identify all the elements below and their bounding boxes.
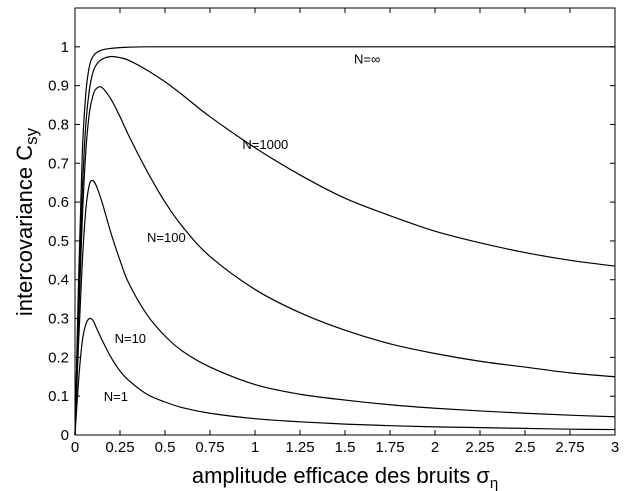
y-tick-label: 0.1 xyxy=(48,388,69,405)
y-tick-label: 1 xyxy=(61,39,69,56)
x-axis-label-subscript: η xyxy=(490,475,498,491)
x-tick-label: 0 xyxy=(71,439,79,456)
x-tick-label: 3 xyxy=(611,439,619,456)
y-tick-label: 0.5 xyxy=(48,233,69,250)
y-tick-label: 0.7 xyxy=(48,155,69,172)
series-line xyxy=(74,55,616,436)
series-label: N=∞ xyxy=(354,51,380,66)
x-tick-label: 1 xyxy=(251,439,259,456)
x-tick-label: 1.5 xyxy=(335,439,356,456)
x-tick-label: 2.25 xyxy=(465,439,494,456)
x-tick-label: 1.25 xyxy=(285,439,314,456)
y-tick-label: 0.6 xyxy=(48,194,69,211)
series-label: N=1 xyxy=(104,389,128,404)
x-tick-label: 0.25 xyxy=(105,439,134,456)
series-label: N=10 xyxy=(115,331,146,346)
y-axis-ticks: 0 0.1 0.2 0.3 0.4 0.5 0.6 0.7 0.8 0.9 1 xyxy=(48,39,615,444)
curve-labels: N=∞ N=1000 N=100 N=10 N=1 xyxy=(104,51,380,404)
x-axis-ticks: 0 0.25 0.5 0.75 1 1.25 1.5 1.75 2 2.25 2.5 2.75 3 xyxy=(71,8,619,456)
y-tick-label: 0.9 xyxy=(48,78,69,95)
x-tick-label: 2.75 xyxy=(555,439,584,456)
y-axis-label-subscript: sy xyxy=(22,127,41,145)
series-line xyxy=(74,46,615,436)
plot-frame xyxy=(74,7,616,436)
series-line xyxy=(74,179,616,436)
y-tick-label: 0.8 xyxy=(48,116,69,133)
y-tick-label: 0.2 xyxy=(48,349,69,366)
y-tick-label: 0.4 xyxy=(48,272,69,289)
x-tick-label: 2 xyxy=(431,439,439,456)
y-tick-label: 0 xyxy=(61,427,69,444)
y-axis-label: intercovariance Csy xyxy=(12,127,41,316)
x-axis-label-symbol: σ xyxy=(476,463,490,488)
series-line xyxy=(74,317,616,436)
x-tick-label: 1.75 xyxy=(375,439,404,456)
series-line xyxy=(74,86,616,436)
curves xyxy=(74,46,616,436)
x-tick-label: 0.75 xyxy=(195,439,224,456)
x-axis-label-text: amplitude efficace des bruits xyxy=(192,463,470,488)
x-tick-label: 0.5 xyxy=(155,439,176,456)
y-axis-label-text: intercovariance C xyxy=(12,145,37,316)
x-axis-label: amplitude efficace des bruits ση xyxy=(192,463,498,491)
y-tick-label: 0.3 xyxy=(48,311,69,328)
x-tick-label: 2.5 xyxy=(515,439,536,456)
series-label: N=1000 xyxy=(242,137,288,152)
series-label: N=100 xyxy=(147,230,186,245)
